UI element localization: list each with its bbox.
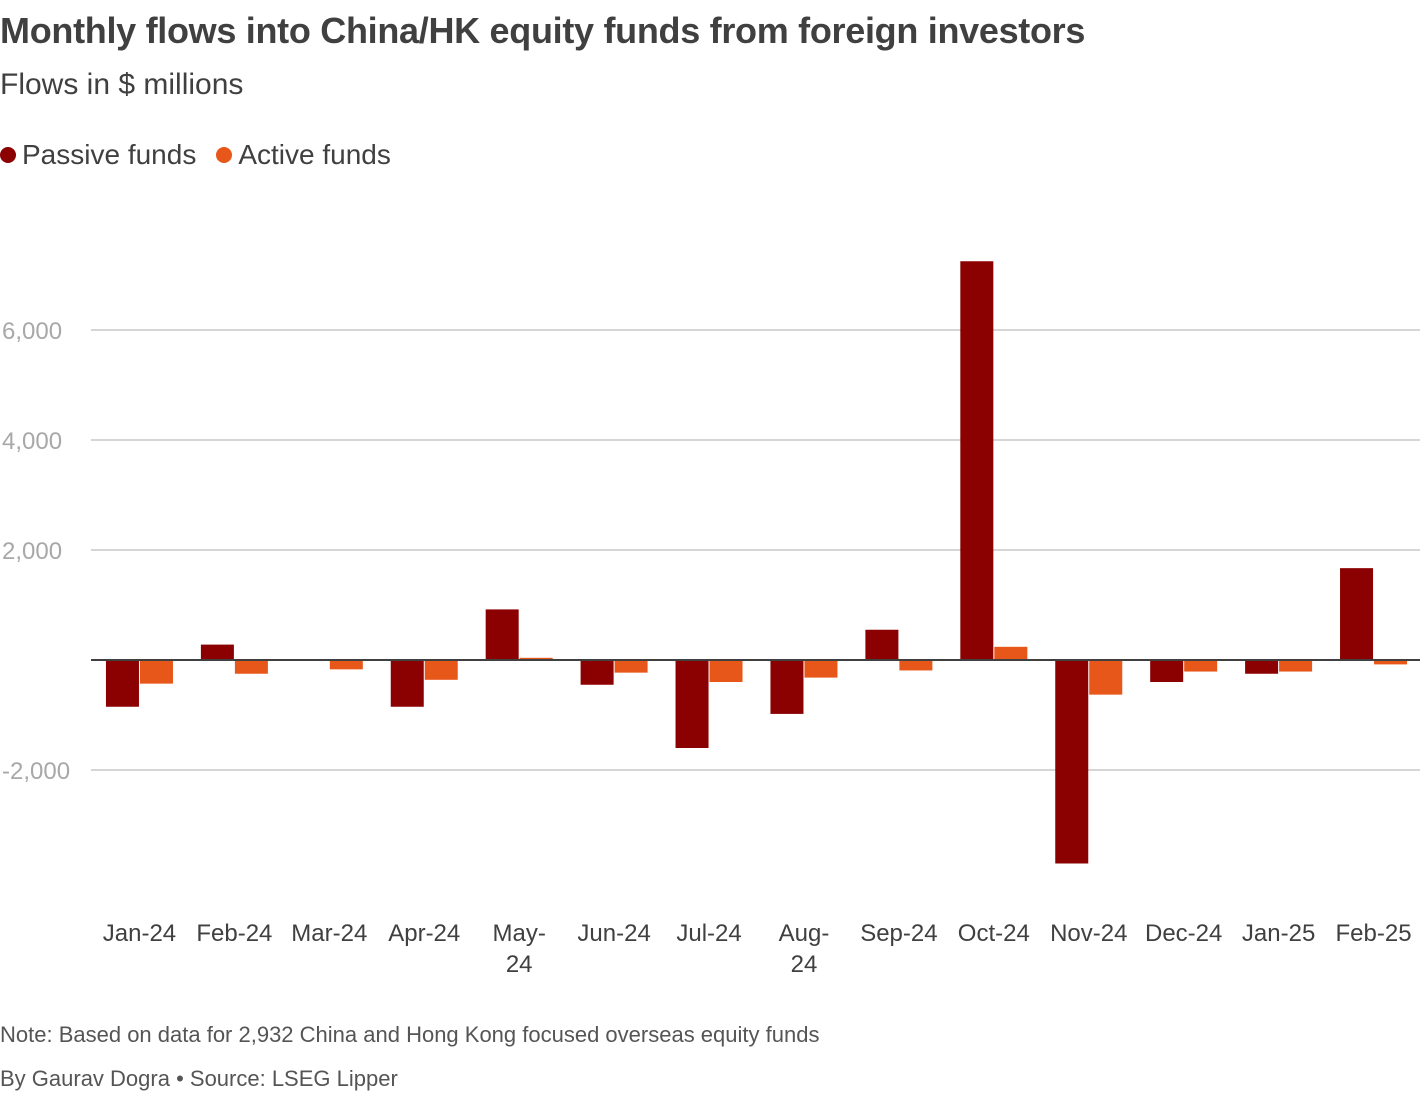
x-tick-label: Jan-24: [103, 920, 176, 947]
x-tick-label: Jun-24: [577, 920, 650, 947]
passive-bar: [1340, 568, 1374, 660]
active-bar: [1089, 660, 1123, 695]
x-tick-label-line: Jun-24: [577, 920, 650, 947]
legend-label-active: Active funds: [238, 139, 391, 170]
x-tick-label-line: Jan-25: [1242, 920, 1315, 947]
passive-bar: [770, 660, 804, 714]
passive-bar: [485, 609, 519, 660]
x-tick-label: Feb-25: [1336, 920, 1412, 947]
active-bar: [614, 660, 648, 673]
x-tick-label: May- 24: [493, 920, 546, 978]
active-bar: [329, 660, 363, 670]
legend-swatch-passive: [0, 147, 16, 163]
x-tick-label: Dec-24: [1145, 920, 1222, 947]
y-tick-label: -2,000: [2, 758, 70, 785]
passive-bar: [1245, 660, 1279, 674]
active-bar: [709, 660, 743, 682]
legend-item-passive: Passive funds: [0, 139, 196, 171]
y-tick-label: 4,000: [2, 428, 62, 455]
x-tick-label: Jul-24: [676, 920, 741, 947]
active-bar: [139, 660, 173, 684]
chart-subtitle: Flows in $ millions: [0, 68, 244, 101]
passive-bar: [865, 629, 899, 660]
active-bar: [234, 660, 268, 674]
x-tick-label-line: Aug-: [779, 920, 830, 947]
x-tick-label-line: Jan-24: [103, 920, 176, 947]
x-tick-label-line: Mar-24: [291, 920, 367, 947]
x-tick-label-line: Jul-24: [676, 920, 741, 947]
passive-bar: [960, 261, 994, 660]
legend-swatch-active: [216, 147, 233, 163]
legend-item-active: Active funds: [216, 139, 391, 171]
passive-bar: [580, 660, 614, 685]
active-bar: [1374, 660, 1408, 665]
x-tick-label: Oct-24: [958, 920, 1030, 947]
chart-source: By Gaurav Dogra • Source: LSEG Lipper: [0, 1066, 398, 1091]
x-tick-label-line: Oct-24: [958, 920, 1030, 947]
x-tick-label: Nov-24: [1050, 920, 1127, 947]
x-tick-label-line: Dec-24: [1145, 920, 1222, 947]
x-tick-label: Mar-24: [291, 920, 367, 947]
x-tick-label: Jan-25: [1242, 920, 1315, 947]
y-tick-label: 2,000: [2, 538, 62, 565]
passive-bar: [1055, 660, 1089, 864]
active-bar: [424, 660, 458, 680]
x-tick-label-line: 24: [791, 951, 818, 978]
active-bar: [1184, 660, 1218, 672]
active-bar: [1279, 660, 1313, 672]
x-tick-label-line: Feb-24: [196, 920, 272, 947]
passive-bar: [105, 660, 139, 707]
passive-bar: [390, 660, 424, 707]
active-bar: [994, 646, 1028, 660]
x-tick-label-line: Nov-24: [1050, 920, 1127, 947]
bar-chart: -2,000 2,000 4,000 6,000 Jan-24 Feb-24 Mar-24 A…: [2, 261, 1420, 978]
x-tick-label-line: Apr-24: [388, 920, 460, 947]
x-tick-label-line: 24: [506, 951, 533, 978]
x-tick-label: Apr-24: [388, 920, 460, 947]
active-bar: [804, 660, 838, 678]
y-tick-label: 6,000: [2, 318, 62, 345]
chart-title: Monthly flows into China/HK equity funds…: [0, 10, 1086, 51]
x-tick-label-line: Sep-24: [860, 920, 937, 947]
x-tick-label: Sep-24: [860, 920, 937, 947]
x-tick-label-line: Feb-25: [1336, 920, 1412, 947]
legend: Passive funds Active funds: [0, 139, 411, 171]
passive-bar: [200, 644, 234, 660]
x-tick-label: Aug- 24: [779, 920, 830, 978]
chart-note: Note: Based on data for 2,932 China and …: [0, 1022, 820, 1047]
passive-bar: [675, 660, 709, 748]
x-tick-label: Feb-24: [196, 920, 272, 947]
x-tick-label-line: May-: [493, 920, 546, 947]
passive-bar: [1150, 660, 1184, 682]
legend-label-passive: Passive funds: [22, 139, 197, 170]
active-bar: [519, 657, 553, 660]
active-bar: [899, 660, 933, 671]
